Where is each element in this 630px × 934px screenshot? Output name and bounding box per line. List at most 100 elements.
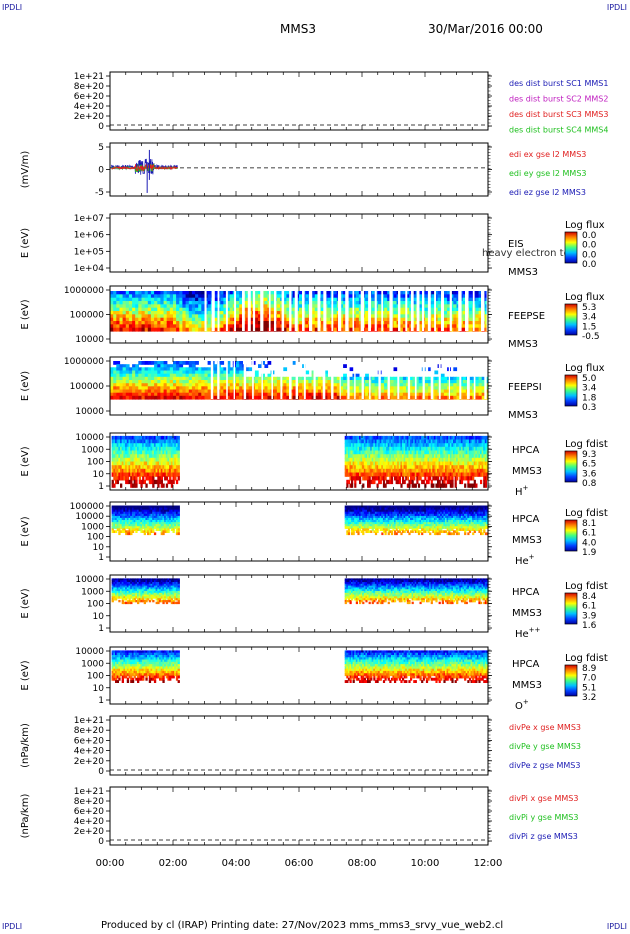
data-gap (226, 361, 228, 399)
y-tick-label: 100000 (70, 382, 105, 392)
panel-label: MMS3 (512, 466, 542, 477)
data-gap (204, 291, 207, 331)
data-gap (389, 291, 393, 331)
x-tick-label: 02:00 (159, 858, 188, 869)
panel-hpca-hepp: 10000 1000 100 10 1 E (eV) HPCA MMS3 He++ Log fdi… (20, 574, 608, 640)
colorbar-tick-label: 6.1 (582, 529, 596, 539)
panel-label: H+ (515, 484, 529, 498)
data-gap (378, 361, 381, 399)
plot-datetime: 30/Mar/2016 00:00 (428, 22, 543, 36)
data-gap (331, 361, 334, 399)
data-gap (317, 291, 321, 331)
legend-entry: edi ey gse l2 MMS3 (509, 169, 587, 178)
data-gap (289, 291, 292, 331)
y-tick-label: 6e+20 (74, 736, 105, 746)
y-axis-title: E (eV) (20, 588, 31, 618)
data-gap (252, 361, 254, 399)
panel-label: MMS3 (512, 680, 542, 691)
y-tick-label: 10000 (75, 512, 104, 522)
data-gap (459, 361, 462, 399)
y-tick-label: 100 (87, 458, 104, 468)
colorbar-tick-label: 3.9 (582, 611, 597, 621)
panel-eis: 1e+07 1e+06 1e+05 1e+04 E (eV) EIS MMS3 heavy e… (20, 213, 605, 278)
data-gap (289, 361, 292, 399)
panel-edi-e: 5 0 -5 (mV/m) edi ex gse l2 MMS3 edi ey gse l… (20, 142, 587, 198)
data-gap (361, 361, 364, 399)
y-tick-label: 100 (87, 672, 104, 682)
panel-frame (109, 71, 489, 131)
data-gap (484, 361, 487, 399)
colorbar-tick-label: 3.6 (582, 469, 597, 479)
panel-frame (109, 142, 489, 197)
panel-label: FEEPSE (508, 311, 545, 322)
mission-title: MMS3 (280, 22, 316, 36)
legend-entry: divPi x gse MMS3 (509, 794, 578, 803)
y-tick-label: 0 (98, 767, 104, 777)
y-axis-title: E (eV) (20, 660, 31, 690)
data-gap (233, 361, 235, 399)
data-gap (360, 291, 365, 331)
colorbar-tick-label: 6.5 (582, 460, 596, 470)
y-tick-label: 1e+04 (74, 264, 105, 274)
data-gap (295, 361, 298, 399)
y-tick-label: 0 (98, 837, 104, 847)
colorbar-tick-label: 4.0 (582, 538, 597, 548)
colorbar-tick-label: 1.5 (582, 322, 596, 332)
y-tick-label: 1e+06 (74, 231, 105, 241)
data-gap (280, 361, 283, 399)
data-gap (322, 361, 326, 399)
data-gap (369, 361, 371, 399)
data-gap (381, 291, 384, 331)
legend-entry: divPi z gse MMS3 (509, 832, 578, 841)
panel-label: HPCA (512, 514, 540, 525)
data-gap (309, 291, 313, 331)
y-tick-label: 1e+21 (74, 72, 104, 82)
y-tick-label: 100000 (70, 502, 105, 512)
y-tick-label: 6e+20 (74, 807, 105, 817)
y-tick-label: 5 (98, 143, 104, 153)
panel-frame (109, 213, 489, 273)
y-axis-title: E (eV) (20, 371, 31, 401)
colorbar-tick-label: 8.9 (582, 664, 597, 674)
y-tick-label: 100 (87, 533, 104, 543)
data-gap (449, 291, 452, 331)
y-tick-label: 4e+20 (74, 747, 105, 757)
y-tick-label: 8e+20 (74, 797, 105, 807)
panel-hpca-o: 10000 1000 100 10 1 E (eV) HPCA MMS3 O+ Log fdist… (20, 646, 608, 712)
colorbar-tick-label: 3.4 (582, 313, 597, 323)
data-gap (271, 361, 273, 399)
data-gap (303, 361, 306, 399)
x-tick-label: 12:00 (474, 858, 503, 869)
data-gap (465, 291, 469, 331)
y-tick-label: 1 (98, 482, 104, 492)
colorbar (564, 374, 578, 407)
colorbar-tick-label: -0.5 (582, 332, 600, 342)
data-gap (448, 361, 450, 399)
y-tick-label: 0 (98, 122, 104, 132)
y-tick-label: -5 (95, 188, 104, 198)
colorbar (564, 303, 578, 336)
data-gap (387, 361, 390, 399)
y-axis-title: E (eV) (20, 228, 31, 258)
y-axis-title: (nPa/km) (20, 794, 31, 839)
y-tick-label: 1e+21 (74, 716, 104, 726)
data-gap (430, 361, 434, 399)
y-tick-label: 2e+20 (74, 827, 105, 837)
y-tick-label: 1000 (81, 659, 104, 669)
data-gap (458, 291, 462, 331)
x-tick-label: 04:00 (222, 858, 251, 869)
data-gap (243, 361, 247, 399)
data-gap (339, 361, 341, 399)
y-tick-label: 1000 (81, 587, 104, 597)
corner-tag: IPDLI (2, 922, 23, 931)
colorbar-title: Log fdist (565, 581, 608, 592)
data-gap (441, 291, 444, 331)
colorbar-tick-label: 8.1 (582, 519, 596, 529)
y-tick-label: 10 (93, 470, 105, 480)
colorbar-tick-label: 7.0 (582, 674, 597, 684)
panel-label: HPCA (512, 659, 540, 670)
colorbar (564, 664, 578, 697)
data-gap (294, 291, 298, 331)
